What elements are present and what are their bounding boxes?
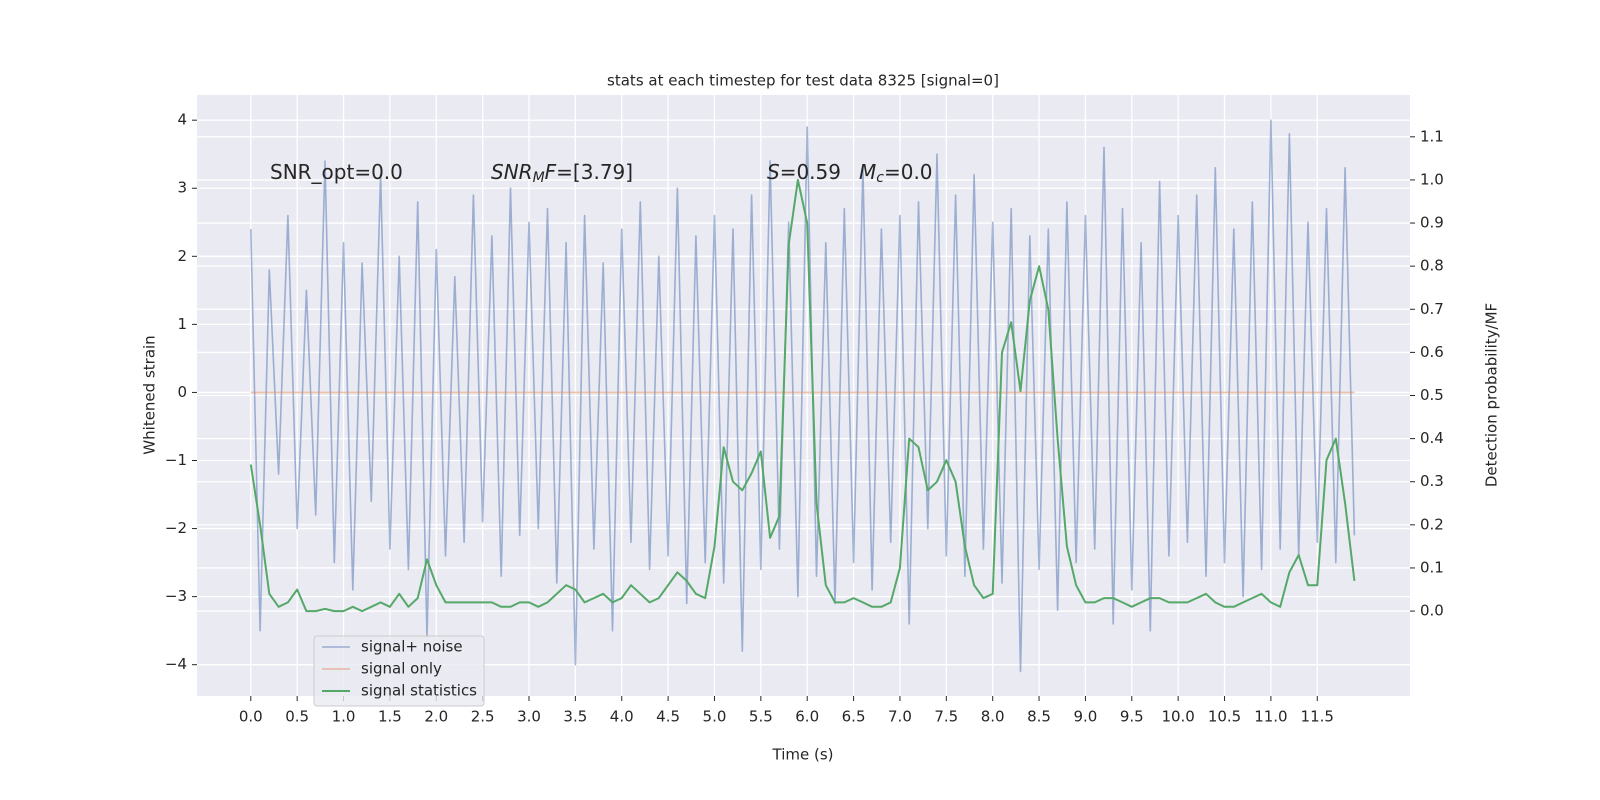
x-tick-label: 6.5 <box>842 708 866 726</box>
x-tick-label: 8.0 <box>981 708 1005 726</box>
y2-tick-label: 0.6 <box>1420 343 1444 361</box>
x-tick-label: 0.5 <box>285 708 309 726</box>
x-tick-label: 2.0 <box>424 708 448 726</box>
x-tick-label: 9.5 <box>1120 708 1144 726</box>
x-tick-label: 6.0 <box>795 708 819 726</box>
x-tick-label: 7.5 <box>934 708 958 726</box>
y2-tick-label: 0.1 <box>1420 558 1444 576</box>
x-tick-label: 4.0 <box>610 708 634 726</box>
series-line <box>250 119 1356 673</box>
x-tick-label: 11.5 <box>1301 708 1334 726</box>
x-tick-label: 10.5 <box>1208 708 1241 726</box>
x-tick-label: 9.0 <box>1073 708 1097 726</box>
y2-tick-label: 0.4 <box>1420 429 1444 447</box>
y-tick-label: 0 <box>177 383 187 401</box>
annotation-part: =[3.79] <box>556 160 633 184</box>
y2-tick-label: 0.0 <box>1420 602 1444 620</box>
annotation-part: =0.59 <box>780 160 841 184</box>
x-tick-label: 0.0 <box>239 708 263 726</box>
x-tick-label: 7.0 <box>888 708 912 726</box>
annotation-part: c <box>876 170 884 186</box>
x-tick-label: 11.0 <box>1254 708 1287 726</box>
x-tick-label: 1.0 <box>332 708 356 726</box>
y-tick-label: 2 <box>177 247 187 265</box>
annotation-part: M <box>533 170 545 186</box>
y-tick-label: 3 <box>177 179 187 197</box>
y2-tick-label: 0.2 <box>1420 515 1444 533</box>
y-tick-label: 4 <box>177 111 187 129</box>
x-tick-label: 2.5 <box>471 708 495 726</box>
annotation: S=0.59 <box>767 160 841 184</box>
y2-tick-label: 0.9 <box>1420 214 1444 232</box>
y2-tick-label: 1.0 <box>1420 170 1444 188</box>
annotation-part: S <box>767 160 780 184</box>
annotation: SNRMF=[3.79] <box>491 160 633 187</box>
legend-label: signal statistics <box>361 682 477 700</box>
annotation-part: F <box>545 160 557 184</box>
y-tick-label: −2 <box>165 519 187 537</box>
annotation-part: SNR <box>491 160 533 184</box>
y2-tick-label: 0.8 <box>1420 257 1444 275</box>
series-line <box>249 178 1356 613</box>
y-tick-label: 1 <box>177 315 187 333</box>
annotation: Mc=0.0 <box>859 160 933 187</box>
x-tick-label: 4.5 <box>656 708 680 726</box>
legend-label: signal+ noise <box>361 638 463 656</box>
y2-tick-label: 0.7 <box>1420 300 1444 318</box>
x-tick-label: 5.0 <box>703 708 727 726</box>
x-axis-label: Time (s) <box>772 746 834 764</box>
x-tick-label: 5.5 <box>749 708 773 726</box>
annotation-part: SNR_opt=0.0 <box>270 160 403 184</box>
x-tick-label: 1.5 <box>378 708 402 726</box>
annotation: SNR_opt=0.0 <box>270 160 403 184</box>
annotation-part: =0.0 <box>884 160 933 184</box>
legend-box <box>313 635 485 707</box>
y-tick-label: −3 <box>165 587 187 605</box>
y-tick-label: −4 <box>165 655 187 673</box>
x-tick-label: 8.5 <box>1027 708 1051 726</box>
legend-label: signal only <box>361 660 442 678</box>
y-axis-label: Whitened strain <box>141 335 159 454</box>
y-tick-label: −1 <box>165 451 187 469</box>
chart-title: stats at each timestep for test data 832… <box>607 72 999 90</box>
y2-tick-label: 0.3 <box>1420 472 1444 490</box>
y2-axis-label: Detection probability/MF <box>1483 303 1501 487</box>
x-tick-label: 10.0 <box>1161 708 1194 726</box>
y2-tick-label: 1.1 <box>1420 127 1444 145</box>
x-tick-label: 3.0 <box>517 708 541 726</box>
x-tick-label: 3.5 <box>563 708 587 726</box>
annotation-part: M <box>859 160 876 184</box>
y2-tick-label: 0.5 <box>1420 386 1444 404</box>
